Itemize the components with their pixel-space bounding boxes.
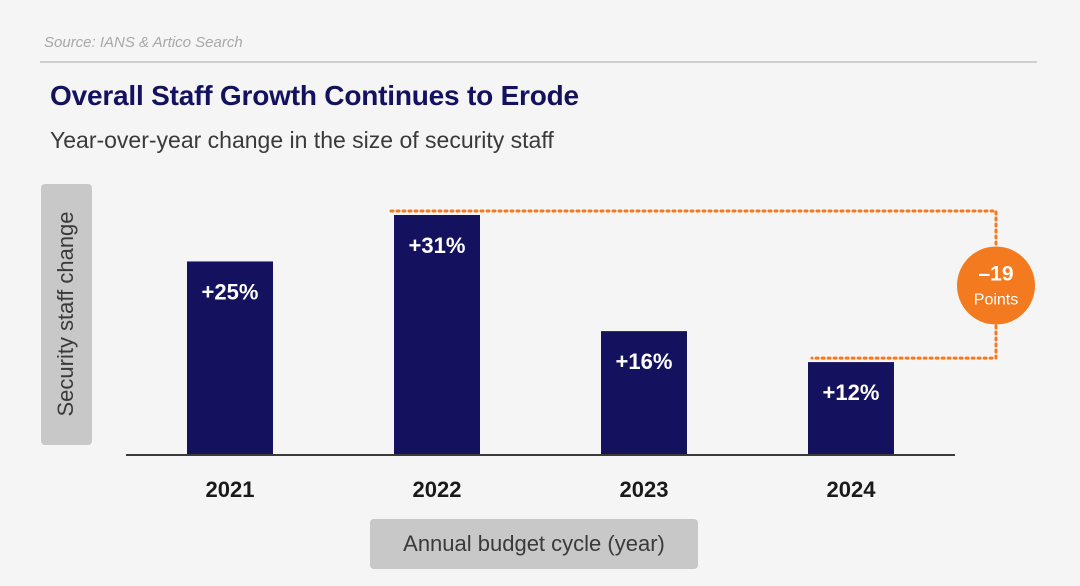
x-tick-2021: 2021: [206, 477, 255, 502]
difference-bracket: [389, 209, 998, 360]
bar-2024: [808, 362, 894, 455]
x-tick-2023: 2023: [620, 477, 669, 502]
difference-unit: Points: [974, 292, 1018, 309]
difference-value: –19: [978, 263, 1013, 286]
bar-2021: [187, 261, 273, 455]
divider: [40, 61, 1037, 63]
difference-badge: [957, 246, 1035, 325]
source-note: Source: IANS & Artico Search: [44, 34, 243, 51]
data-label-2022: +31%: [409, 233, 466, 258]
x-tick-2024: 2024: [827, 477, 877, 502]
bar-2023: [601, 331, 687, 455]
bar-2022: [394, 215, 480, 455]
y-axis-label-box: [41, 184, 92, 445]
data-label-2024: +12%: [823, 380, 880, 405]
chart-title: Overall Staff Growth Continues to Erode: [50, 80, 579, 111]
x-tick-2022: 2022: [413, 477, 462, 502]
data-label-2021: +25%: [202, 279, 259, 304]
chart-subtitle: Year-over-year change in the size of sec…: [50, 127, 554, 153]
data-label-2023: +16%: [616, 349, 673, 374]
x-axis-label: Annual budget cycle (year): [370, 519, 698, 569]
